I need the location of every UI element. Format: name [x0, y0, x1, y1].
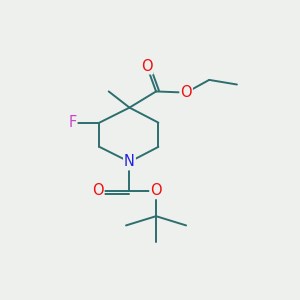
Text: F: F [68, 115, 76, 130]
Text: O: O [150, 183, 162, 198]
Text: O: O [92, 183, 104, 198]
Text: O: O [180, 85, 192, 100]
Text: N: N [124, 154, 135, 169]
Text: O: O [141, 58, 153, 74]
